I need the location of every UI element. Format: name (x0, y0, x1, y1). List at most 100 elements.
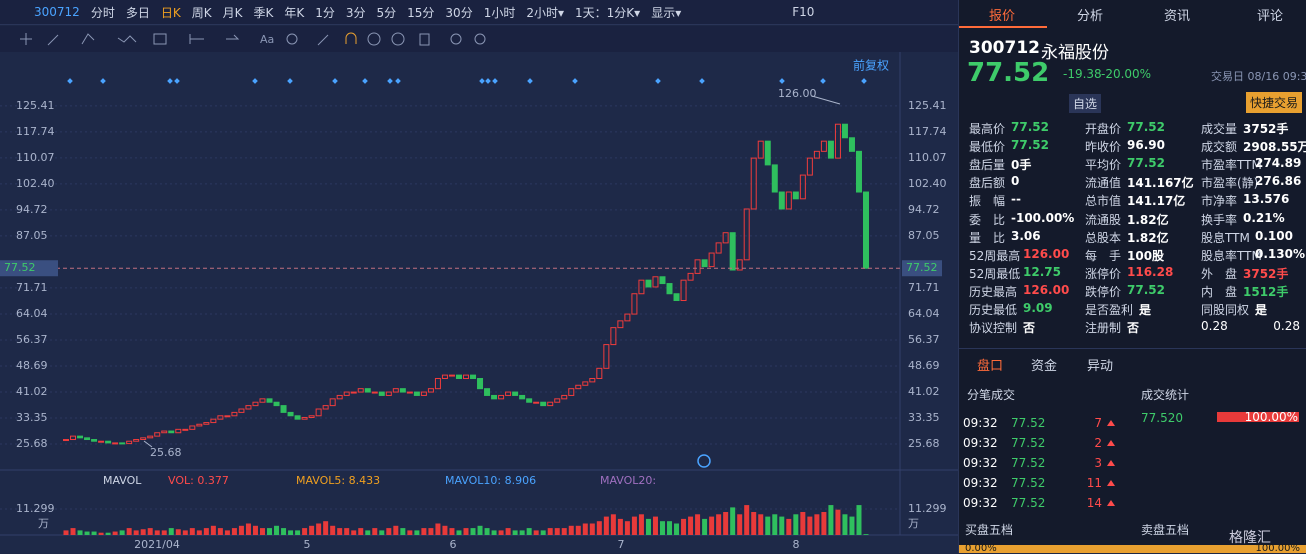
stat-label: 振 幅 (969, 194, 1006, 209)
period-tab[interactable]: 1小时 (483, 5, 516, 20)
candle (666, 283, 673, 295)
chart: 125.41 125.41 117.74 117.74 110.07 110.07 102.… (0, 52, 958, 553)
volume-bar (140, 529, 146, 535)
volume-bar (421, 528, 427, 535)
low-pointer (143, 440, 153, 448)
change: -19.38 (1063, 67, 1102, 81)
period-tab[interactable]: 日K (160, 5, 181, 20)
trade-price: 77.52 (1011, 456, 1046, 470)
panel-tab[interactable]: 盘口 (977, 359, 1004, 374)
candle (547, 401, 554, 407)
stat-value: 13.576 (1243, 192, 1290, 207)
candle (484, 388, 491, 396)
period-tab[interactable]: 多日 (125, 5, 150, 20)
x-tick-label: 8 (793, 538, 800, 551)
stat-label: 历史最高 (969, 284, 1018, 299)
vol-unit: 万 (38, 517, 49, 530)
panel-tab[interactable]: 资金 (1031, 359, 1058, 374)
event-marker (485, 78, 491, 84)
y-tick-label: 56.37 (16, 333, 48, 346)
last-price-label: 77.52 (906, 261, 938, 274)
panel-tab[interactable]: 异动 (1087, 359, 1114, 374)
volume-bar (161, 530, 167, 535)
volume-bar (274, 525, 280, 535)
volume-bar (540, 530, 546, 535)
stat-value: 77.52 (1127, 120, 1165, 134)
period-tab[interactable]: 3分 (345, 5, 366, 20)
volume-bar (203, 528, 209, 535)
watermark: 格隆汇 (1229, 530, 1271, 546)
y-tick-label: 117.74 (908, 125, 947, 138)
last-price-label: 77.52 (4, 261, 36, 274)
panel-tab[interactable]: 资讯 (1164, 9, 1191, 24)
stat-value: 77.52 (1011, 138, 1049, 153)
up-arrow (1107, 420, 1115, 426)
icon[interactable] (697, 454, 711, 468)
period-tab[interactable]: 年K (284, 5, 305, 20)
stat-value: 1.82亿 (1127, 230, 1169, 245)
volume-bar (456, 530, 462, 535)
watch-button[interactable]: 自选 (1069, 94, 1102, 113)
volume-bar (442, 525, 448, 535)
period-tab[interactable]: 1分 (315, 5, 335, 20)
period-tab[interactable]: 周K (191, 5, 212, 20)
candle (624, 313, 631, 322)
period-tab[interactable]: 30分 (445, 5, 473, 20)
trade-price: 77.52 (1011, 416, 1046, 430)
event-marker (67, 78, 73, 84)
candle (84, 437, 91, 441)
period-tab[interactable]: 季K (253, 5, 274, 20)
quick-trade[interactable]: 快捷交易 (1246, 92, 1303, 113)
candle (863, 191, 869, 269)
stat-value: 1512手 (1243, 284, 1289, 299)
volume-bar (667, 521, 673, 535)
period-tab[interactable]: 15分 (407, 5, 435, 20)
tool-icons: Aa (20, 32, 486, 46)
f10[interactable]: F10 (792, 5, 815, 19)
quote-panel: 报价 分析 资讯 评论 300712 永福股份 77.52 -19.38 -20.00% 交易日 … (958, 0, 1306, 554)
volume-bar (154, 530, 160, 535)
period-tab[interactable]: 5分 (376, 5, 397, 20)
period-tab[interactable]: 月K (222, 5, 243, 20)
candle (140, 437, 147, 441)
trade-time: 09:32 (963, 456, 998, 470)
stock-code[interactable]: 300712 (34, 5, 80, 19)
candle (364, 388, 371, 393)
volume-bar (547, 528, 553, 535)
candle (526, 398, 533, 403)
candle (673, 293, 680, 302)
candle (322, 405, 329, 410)
event-marker (779, 78, 785, 84)
candle (722, 232, 729, 244)
event-marker (332, 78, 338, 84)
high-pointer (811, 95, 841, 105)
stat-value: 141.17亿 (1127, 194, 1186, 209)
period-tab[interactable]: 2小时▾ (526, 5, 565, 20)
stock-code: 300712 (969, 38, 1040, 58)
divider (959, 348, 1306, 349)
candle (596, 367, 603, 379)
volume-bar (765, 516, 771, 535)
volume-bar (800, 511, 806, 535)
candle (680, 279, 687, 302)
vol-legend: MAVOL20: (600, 474, 656, 487)
panel-tab[interactable]: 分析 (1077, 9, 1104, 24)
trade-time: 09:32 (963, 436, 998, 450)
volume-bar (337, 528, 343, 535)
candle (813, 150, 820, 159)
panel-tab[interactable]: 评论 (1257, 9, 1284, 24)
display-select[interactable]: 显示▾ (651, 5, 682, 20)
volume-bar (463, 528, 469, 535)
period-tab[interactable]: 分时 (90, 5, 115, 20)
day-select[interactable]: 1天：1分K▾ (575, 5, 641, 20)
candle (378, 391, 385, 396)
stat-value: 0.21% (1243, 210, 1285, 225)
volume-bar (295, 530, 301, 535)
stat-value: 126.00 (1023, 246, 1070, 261)
stat-label: 最高价 (969, 122, 1006, 136)
volume-bar (414, 530, 420, 535)
volume-bar (709, 516, 715, 535)
panel-tab[interactable]: 报价 (989, 9, 1016, 24)
y-tick-label: 71.71 (908, 281, 940, 294)
candle (834, 123, 841, 159)
